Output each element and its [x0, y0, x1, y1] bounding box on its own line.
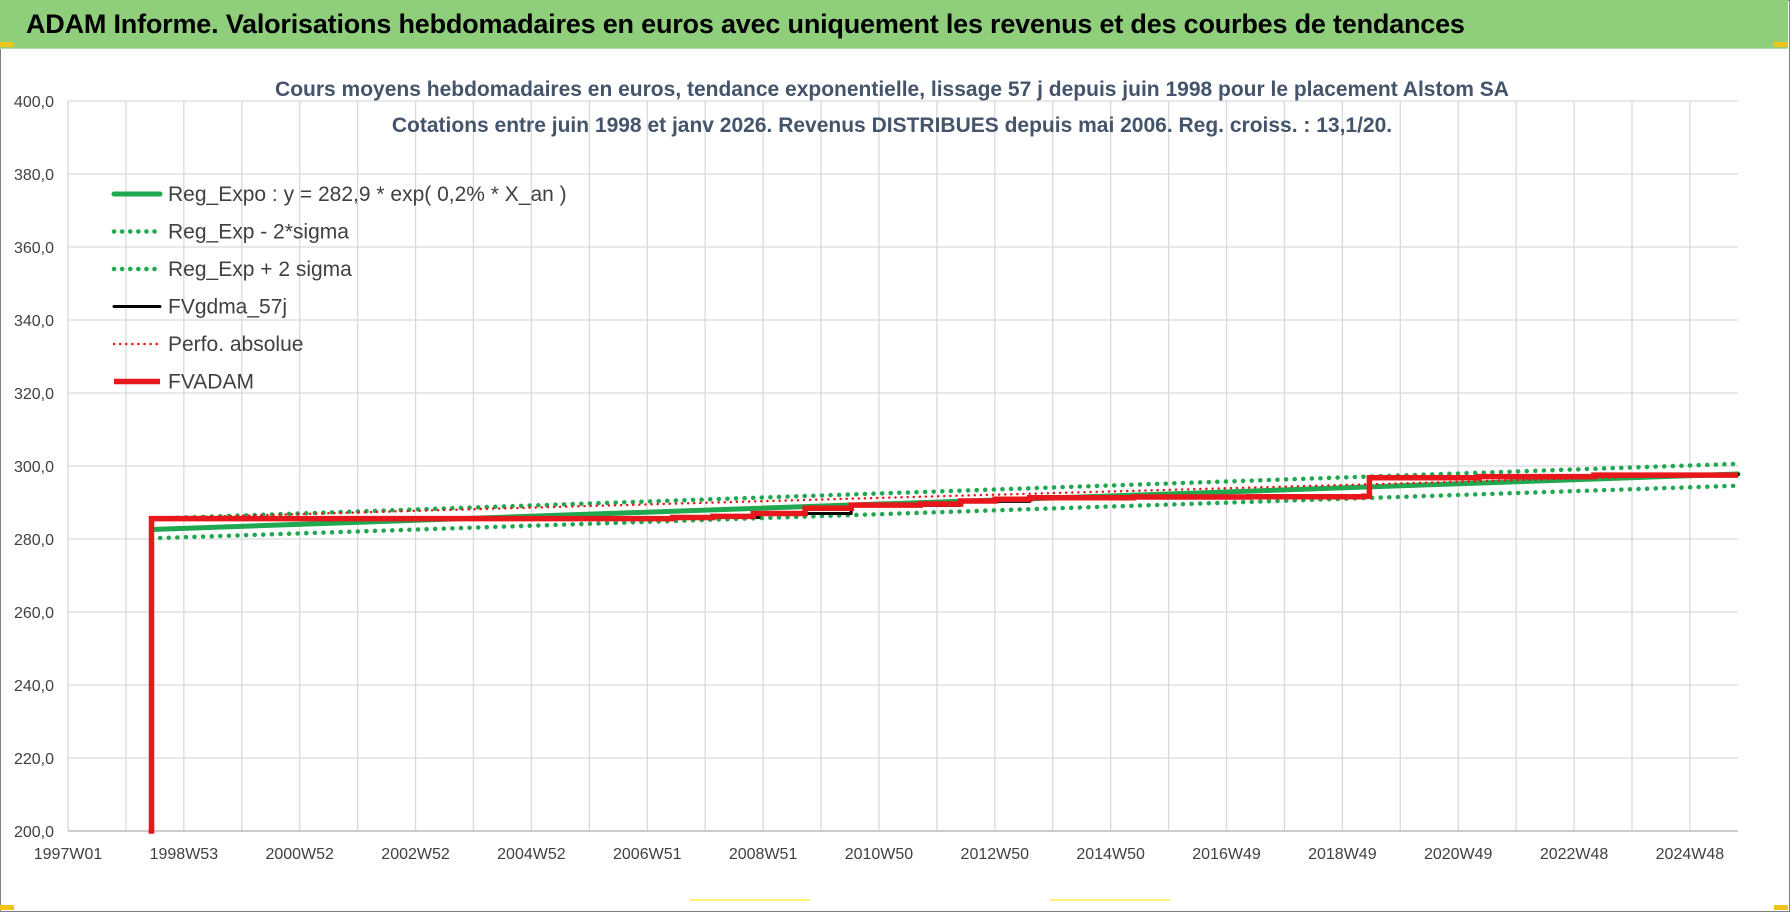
y-tick-label: 220,0 — [14, 751, 54, 768]
x-tick-label: 2016W49 — [1192, 846, 1261, 863]
x-tick-label: 2014W50 — [1076, 846, 1145, 863]
chart-subtitle: Cotations entre juin 1998 et janv 2026. … — [392, 114, 1392, 137]
x-tick-label: 2012W50 — [961, 846, 1030, 863]
selection-marker — [1050, 899, 1170, 901]
x-tick-label: 2010W50 — [845, 846, 914, 863]
series-line — [148, 472, 1738, 834]
y-tick-label: 240,0 — [14, 678, 54, 695]
x-tick-label: 2020W49 — [1424, 846, 1493, 863]
series-line — [149, 483, 1741, 541]
x-tick-label: 2004W52 — [497, 846, 566, 863]
x-tick-label: 2022W48 — [1540, 846, 1609, 863]
corner-marker-bottom-right — [1774, 905, 1788, 910]
x-tick-label: 2000W52 — [265, 846, 334, 863]
series-line — [150, 472, 1740, 520]
grid-lines — [67, 100, 1738, 832]
y-tick-label: 360,0 — [14, 240, 54, 257]
series-line — [149, 461, 1741, 521]
selection-marker — [690, 899, 810, 901]
legend-label: Reg_Exp + 2 sigma — [168, 258, 352, 281]
x-tick-label: 2006W51 — [613, 846, 682, 863]
corner-marker-top-right — [1774, 42, 1788, 47]
x-tick-label: 2024W48 — [1656, 846, 1725, 863]
y-tick-label: 260,0 — [14, 605, 54, 622]
y-tick-label: 320,0 — [14, 386, 54, 403]
y-tick-label: 300,0 — [14, 459, 54, 476]
corner-marker-top-left — [0, 42, 14, 47]
legend-label: Reg_Expo : y = 282,9 * exp( 0,2% * X_an … — [168, 183, 567, 206]
series-lines — [148, 461, 1741, 834]
chart-title: Cours moyens hebdomadaires en euros, ten… — [275, 78, 1509, 101]
y-tick-label: 380,0 — [14, 167, 54, 184]
axes: 400,0 380,0 360,0 340,0 320,0 300,0 280,0 260,0… — [14, 94, 1738, 863]
y-tick-label: 400,0 — [14, 94, 54, 111]
y-tick-label: 280,0 — [14, 532, 54, 549]
legend-label: FVADAM — [168, 371, 254, 394]
legend-label: Perfo. absolue — [168, 333, 303, 356]
y-tick-label: 200,0 — [14, 824, 54, 841]
legend: Reg_Expo : y = 282,9 * exp( 0,2% * X_an … — [111, 183, 567, 394]
x-tick-label: 1997W01 — [34, 846, 103, 863]
x-tick-label: 2008W51 — [729, 846, 798, 863]
corner-marker-bottom-left — [0, 905, 14, 910]
x-tick-label: 2002W52 — [381, 846, 450, 863]
report-banner: ADAM Informe. Valorisations hebdomadaire… — [0, 0, 1788, 49]
report-title: ADAM Informe. Valorisations hebdomadaire… — [26, 9, 1465, 39]
x-tick-label: 2018W49 — [1308, 846, 1377, 863]
x-tick-label: 1998W53 — [150, 846, 219, 863]
legend-label: FVgdma_57j — [168, 296, 287, 319]
legend-label: Reg_Exp - 2*sigma — [168, 221, 349, 244]
y-tick-label: 340,0 — [14, 313, 54, 330]
